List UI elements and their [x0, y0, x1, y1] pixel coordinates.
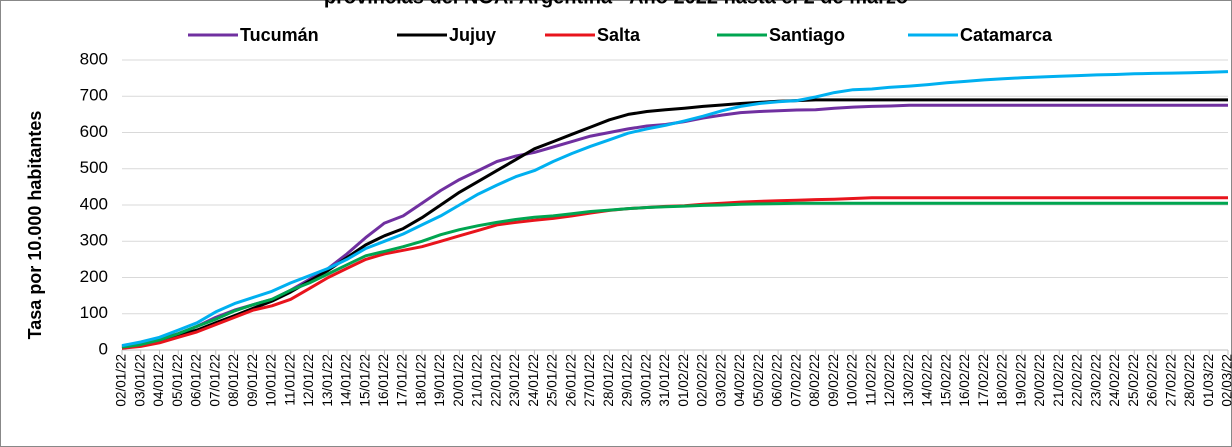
x-tick-label: 26/02/22	[1145, 354, 1160, 407]
x-tick-label: 29/01/22	[620, 354, 635, 407]
y-tick-label: 0	[99, 339, 108, 358]
y-tick-label: 300	[80, 231, 108, 250]
x-tick-label: 05/01/22	[170, 354, 185, 407]
x-tick-label: 18/01/22	[413, 354, 428, 407]
x-tick-label: 16/02/22	[957, 354, 972, 407]
x-tick-label: 12/01/22	[301, 354, 316, 407]
y-tick-label: 400	[80, 194, 108, 213]
x-tick-label: 19/01/22	[432, 354, 447, 407]
x-tick-label: 14/02/22	[920, 354, 935, 407]
x-tick-label: 21/01/22	[470, 354, 485, 407]
x-tick-label: 03/02/22	[713, 354, 728, 407]
legend-label: Santiago	[769, 25, 845, 45]
x-tick-label: 05/02/22	[751, 354, 766, 407]
x-tick-label: 28/02/22	[1182, 354, 1197, 407]
x-tick-label: 26/01/22	[563, 354, 578, 407]
x-tick-label: 02/01/22	[114, 354, 129, 407]
x-tick-label: 01/03/22	[1201, 354, 1216, 407]
x-tick-label: 17/01/22	[395, 354, 410, 407]
x-tick-label: 28/01/22	[601, 354, 616, 407]
x-tick-label: 07/02/22	[788, 354, 803, 407]
x-tick-label: 27/01/22	[582, 354, 597, 407]
x-tick-label: 24/02/22	[1107, 354, 1122, 407]
x-tick-label: 12/02/22	[882, 354, 897, 407]
series-line	[121, 201, 1228, 349]
y-tick-label: 800	[80, 49, 108, 68]
x-tick-label: 27/02/22	[1163, 354, 1178, 407]
x-tick-label: 25/01/22	[545, 354, 560, 407]
x-tick-label: 15/02/22	[938, 354, 953, 407]
x-tick-label: 10/02/22	[845, 354, 860, 407]
x-tick-label: 09/02/22	[826, 354, 841, 407]
x-tick-label: 14/01/22	[339, 354, 354, 407]
x-tick-label: 02/03/22	[1220, 354, 1232, 407]
x-tick-label: 08/01/22	[226, 354, 241, 407]
legend-label: Catamarca	[960, 25, 1053, 45]
legend-label: Tucumán	[240, 25, 319, 45]
x-tick-label: 22/02/22	[1070, 354, 1085, 407]
x-tick-label: 30/01/22	[638, 354, 653, 407]
legend-label: Jujuy	[449, 25, 496, 45]
y-axis-label: Tasa por 10.000 habitantes	[25, 111, 45, 340]
x-tick-label: 20/01/22	[451, 354, 466, 407]
x-tick-label: 04/02/22	[732, 354, 747, 407]
y-tick-label: 200	[80, 267, 108, 286]
x-tick-label: 23/01/22	[507, 354, 522, 407]
x-tick-label: 18/02/22	[995, 354, 1010, 407]
x-tick-label: 15/01/22	[357, 354, 372, 407]
x-tick-label: 09/01/22	[245, 354, 260, 407]
x-tick-label: 11/02/22	[863, 354, 878, 406]
x-tick-label: 13/02/22	[901, 354, 916, 407]
x-tick-label: 06/01/22	[189, 354, 204, 407]
y-tick-label: 600	[80, 122, 108, 141]
x-tick-label: 11/01/22	[282, 354, 297, 406]
x-tick-label: 07/01/22	[207, 354, 222, 407]
x-tick-label: 13/01/22	[320, 354, 335, 407]
x-tick-label: 06/02/22	[770, 354, 785, 407]
x-tick-label: 23/02/22	[1088, 354, 1103, 407]
y-tick-label: 100	[80, 303, 108, 322]
x-tick-label: 01/02/22	[676, 354, 691, 407]
y-tick-label: 700	[80, 86, 108, 105]
x-tick-label: 19/02/22	[1013, 354, 1028, 407]
x-tick-label: 16/01/22	[376, 354, 391, 407]
x-tick-label: 31/01/22	[657, 354, 672, 407]
x-tick-label: 25/02/22	[1126, 354, 1141, 407]
legend-label: Salta	[597, 25, 641, 45]
x-tick-label: 24/01/22	[526, 354, 541, 407]
x-tick-label: 03/01/22	[132, 354, 147, 407]
x-tick-label: 21/02/22	[1051, 354, 1066, 407]
x-tick-label: 08/02/22	[807, 354, 822, 407]
chart-title: provincias del NOA. Argentina - Año 2022…	[324, 0, 908, 8]
x-tick-label: 20/02/22	[1032, 354, 1047, 407]
x-tick-label: 22/01/22	[488, 354, 503, 407]
x-tick-label: 04/01/22	[151, 354, 166, 407]
x-tick-label: 02/02/22	[695, 354, 710, 407]
series-line	[121, 70, 1229, 348]
x-tick-label: 10/01/22	[264, 354, 279, 407]
x-tick-label: 17/02/22	[976, 354, 991, 407]
y-tick-label: 500	[80, 158, 108, 177]
